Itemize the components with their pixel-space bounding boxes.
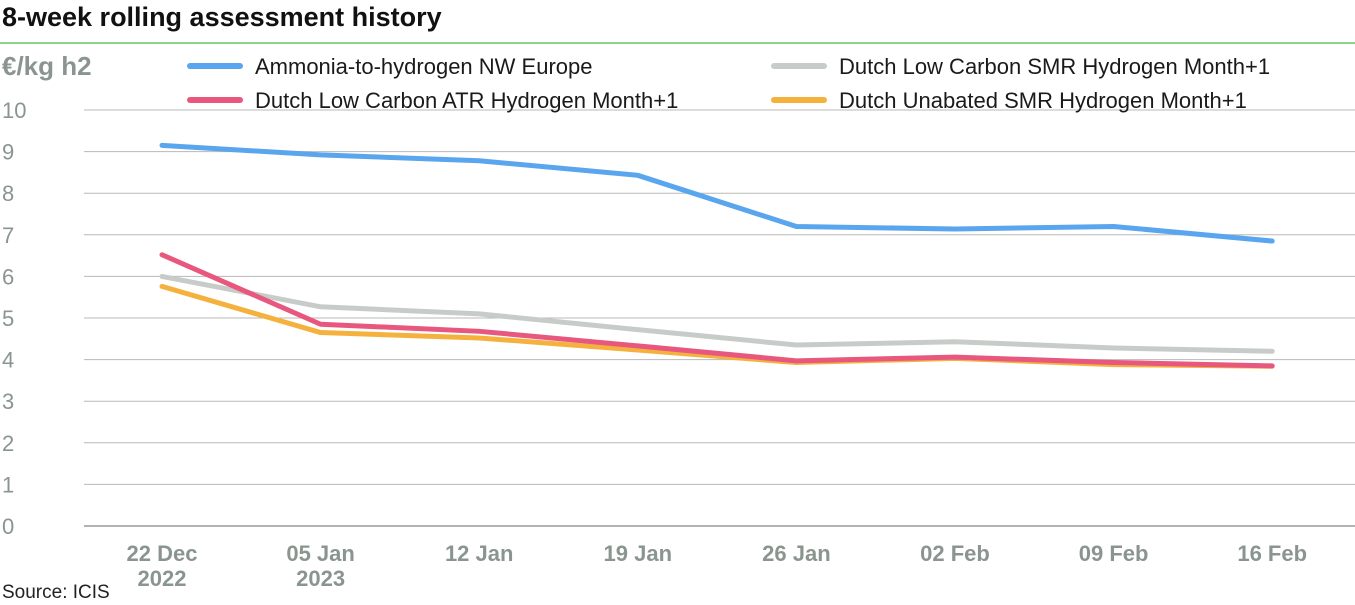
x-tick-label-1: 05 Jan 2023 — [286, 541, 355, 591]
legend-label-2: Dutch Low Carbon ATR Hydrogen Month+1 — [255, 88, 678, 113]
chart-title: 8-week rolling assessment history — [2, 2, 442, 32]
y-tick-label-8: 8 — [2, 181, 14, 206]
y-tick-label-1: 1 — [2, 472, 14, 497]
y-axis: 0 1 2 3 4 5 6 7 8 9 10 — [2, 98, 26, 539]
x-tick-label-3: 19 Jan — [604, 541, 673, 566]
y-tick-label-10: 10 — [2, 98, 26, 123]
x-tick-label-5: 02 Feb — [920, 541, 990, 566]
legend-label-0: Ammonia-to-hydrogen NW Europe — [255, 54, 592, 79]
x-axis: 22 Dec 2022 05 Jan 2023 12 Jan 19 Jan 26 Jan 02… — [127, 541, 1308, 591]
legend-label-3: Dutch Unabated SMR Hydrogen Month+1 — [839, 88, 1247, 113]
series-lines — [159, 142, 1275, 369]
y-tick-label-6: 6 — [2, 264, 14, 289]
title-divider — [0, 42, 1355, 44]
y-tick-label-0: 0 — [2, 514, 14, 539]
legend: Ammonia-to-hydrogen NW Europe Dutch Low C… — [187, 54, 1270, 113]
series-line-0 — [159, 142, 1275, 244]
y-tick-label-2: 2 — [2, 431, 14, 456]
x-tick-label-6: 09 Feb — [1079, 541, 1149, 566]
x-tick-label-7: 16 Feb — [1237, 541, 1307, 566]
y-tick-label-9: 9 — [2, 140, 14, 165]
legend-label-1: Dutch Low Carbon SMR Hydrogen Month+1 — [839, 54, 1270, 79]
x-tick-label-0: 22 Dec 2022 — [127, 541, 198, 591]
x-tick-label-2: 12 Jan — [445, 541, 514, 566]
series-line-1 — [159, 273, 1275, 354]
y-tick-label-5: 5 — [2, 306, 14, 331]
y-tick-label-7: 7 — [2, 223, 14, 248]
y-axis-unit-label: €/kg h2 — [2, 51, 92, 81]
y-tick-label-3: 3 — [2, 389, 14, 414]
y-tick-label-4: 4 — [2, 348, 14, 373]
x-tick-label-4: 26 Jan — [762, 541, 831, 566]
series-line-2 — [159, 252, 1275, 369]
source-note: Source: ICIS — [2, 582, 110, 603]
